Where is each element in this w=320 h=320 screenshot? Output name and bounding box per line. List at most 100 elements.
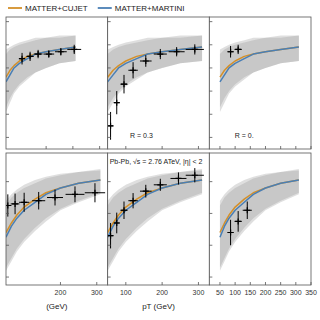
theory-line xyxy=(6,180,100,232)
theory-line xyxy=(220,180,299,237)
plot-frame xyxy=(209,17,311,149)
y-tick xyxy=(108,277,111,278)
x-tick xyxy=(280,146,281,149)
plot-marks xyxy=(108,168,204,271)
x-tick-label: 300 xyxy=(290,289,302,296)
panel: 200300 xyxy=(4,153,107,296)
data-point xyxy=(35,51,41,57)
y-tick xyxy=(6,44,9,45)
plot-background xyxy=(108,153,210,285)
legend-swatch xyxy=(8,7,22,9)
x-tick xyxy=(219,282,220,285)
x-tick xyxy=(219,146,220,149)
plot-background xyxy=(6,17,108,149)
plot-background xyxy=(6,153,108,285)
data-point xyxy=(52,195,58,201)
y-tick xyxy=(6,213,9,214)
x-tick-label: 50 xyxy=(216,289,224,296)
x-tick-label: 200 xyxy=(156,289,168,296)
x-tick-label: 150 xyxy=(244,289,256,296)
theory-line xyxy=(6,47,76,77)
y-tick xyxy=(108,137,111,138)
x-tick xyxy=(72,146,73,149)
data-point xyxy=(12,201,18,207)
plot-marks xyxy=(220,169,299,271)
y-tick xyxy=(209,44,212,45)
panel xyxy=(6,17,108,149)
panel: 50100150200250300350 xyxy=(209,153,317,296)
panel xyxy=(108,17,210,149)
x-tick xyxy=(125,146,126,149)
data-point xyxy=(175,175,181,181)
x-axis-label: (GeV) xyxy=(46,302,68,311)
uncertainty-band xyxy=(220,36,299,112)
plot-marks xyxy=(6,36,81,112)
x-tick-label: 100 xyxy=(229,289,241,296)
data-point xyxy=(244,207,250,213)
y-tick xyxy=(108,21,111,22)
x-tick-label: 300 xyxy=(193,289,205,296)
theory-line xyxy=(108,180,202,237)
data-point xyxy=(108,123,114,129)
data-point xyxy=(58,49,64,55)
x-tick xyxy=(60,282,61,285)
x-tick xyxy=(295,146,296,149)
y-tick xyxy=(209,137,212,138)
theory-line xyxy=(6,47,76,82)
y-tick xyxy=(108,67,111,68)
x-tick xyxy=(96,282,97,285)
data-point xyxy=(21,199,27,205)
page: {"chart_data": [ {"type": "line", "xlim"… xyxy=(0,0,320,320)
data-point xyxy=(6,202,11,208)
panel xyxy=(209,17,311,149)
legend-label: MATTER+MARTINI xyxy=(115,4,185,13)
plot-frame xyxy=(108,153,210,285)
x-tick xyxy=(198,146,199,149)
plot-background xyxy=(209,17,311,149)
uncertainty-band xyxy=(6,170,100,270)
data-point xyxy=(36,198,42,204)
legend: MATTER+CUJET MATTER+MARTINI xyxy=(8,4,184,13)
x-tick xyxy=(235,146,236,149)
theory-line xyxy=(220,47,299,82)
uncertainty-band xyxy=(220,170,299,270)
y-tick xyxy=(108,181,111,182)
x-tick-label: 250 xyxy=(275,289,287,296)
x-axis-label: pT (GeV) xyxy=(142,302,175,311)
data-point xyxy=(157,51,163,57)
data-point xyxy=(143,188,149,194)
y-tick xyxy=(108,44,111,45)
x-tick xyxy=(311,146,312,149)
x-tick xyxy=(46,146,47,149)
data-point xyxy=(114,220,120,226)
y-tick xyxy=(209,114,212,115)
y-tick xyxy=(209,91,212,92)
y-tick xyxy=(6,21,9,22)
theory-line xyxy=(220,180,299,232)
y-tick xyxy=(209,181,212,182)
data-point xyxy=(192,172,198,178)
data-point xyxy=(174,49,180,55)
y-tick xyxy=(6,277,9,278)
annotation: Pb-Pb, √s = 2.76 ATeV, |η| < 2 xyxy=(110,158,203,166)
theory-line xyxy=(220,47,299,77)
plot-background xyxy=(209,153,311,285)
x-tick xyxy=(198,282,199,285)
theory-line xyxy=(108,180,202,232)
x-tick xyxy=(295,282,296,285)
y-tick xyxy=(6,91,9,92)
x-tick xyxy=(162,282,163,285)
panel: 100 200 300 xyxy=(108,153,210,296)
legend-label: MATTER+CUJET xyxy=(25,4,88,13)
plot-frame xyxy=(6,153,108,285)
theory-line xyxy=(108,47,202,77)
uncertainty-band xyxy=(6,36,76,112)
data-point xyxy=(130,67,136,73)
y-tick xyxy=(108,245,111,246)
data-point xyxy=(192,46,198,52)
y-tick xyxy=(209,213,212,214)
data-point xyxy=(108,233,114,239)
x-tick-label: 100 xyxy=(120,289,132,296)
annotation: R = 0.3 xyxy=(130,132,153,139)
data-point xyxy=(235,46,241,52)
